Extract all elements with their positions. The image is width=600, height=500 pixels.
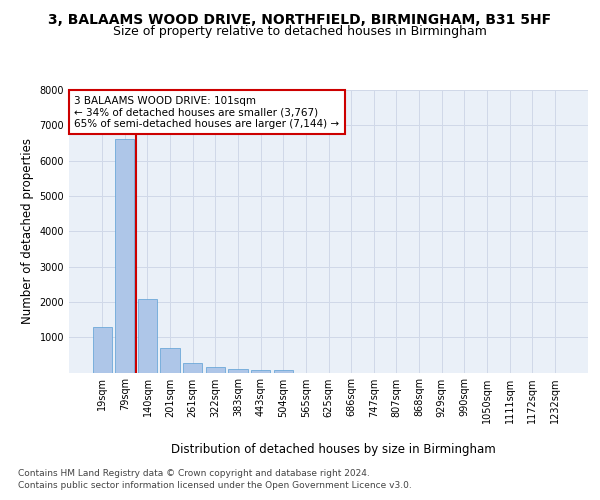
Text: Contains public sector information licensed under the Open Government Licence v3: Contains public sector information licen… — [18, 481, 412, 490]
Text: Contains HM Land Registry data © Crown copyright and database right 2024.: Contains HM Land Registry data © Crown c… — [18, 468, 370, 477]
Text: Size of property relative to detached houses in Birmingham: Size of property relative to detached ho… — [113, 25, 487, 38]
Bar — [160, 348, 180, 372]
Bar — [183, 362, 202, 372]
Text: 3, BALAAMS WOOD DRIVE, NORTHFIELD, BIRMINGHAM, B31 5HF: 3, BALAAMS WOOD DRIVE, NORTHFIELD, BIRMI… — [49, 12, 551, 26]
Bar — [92, 326, 112, 372]
Y-axis label: Number of detached properties: Number of detached properties — [21, 138, 34, 324]
Bar — [274, 370, 293, 372]
Text: Distribution of detached houses by size in Birmingham: Distribution of detached houses by size … — [170, 442, 496, 456]
Bar — [138, 299, 157, 372]
Bar — [206, 367, 225, 372]
Bar — [229, 369, 248, 372]
Text: 3 BALAAMS WOOD DRIVE: 101sqm
← 34% of detached houses are smaller (3,767)
65% of: 3 BALAAMS WOOD DRIVE: 101sqm ← 34% of de… — [74, 96, 340, 129]
Bar — [251, 370, 270, 372]
Bar — [115, 140, 134, 372]
